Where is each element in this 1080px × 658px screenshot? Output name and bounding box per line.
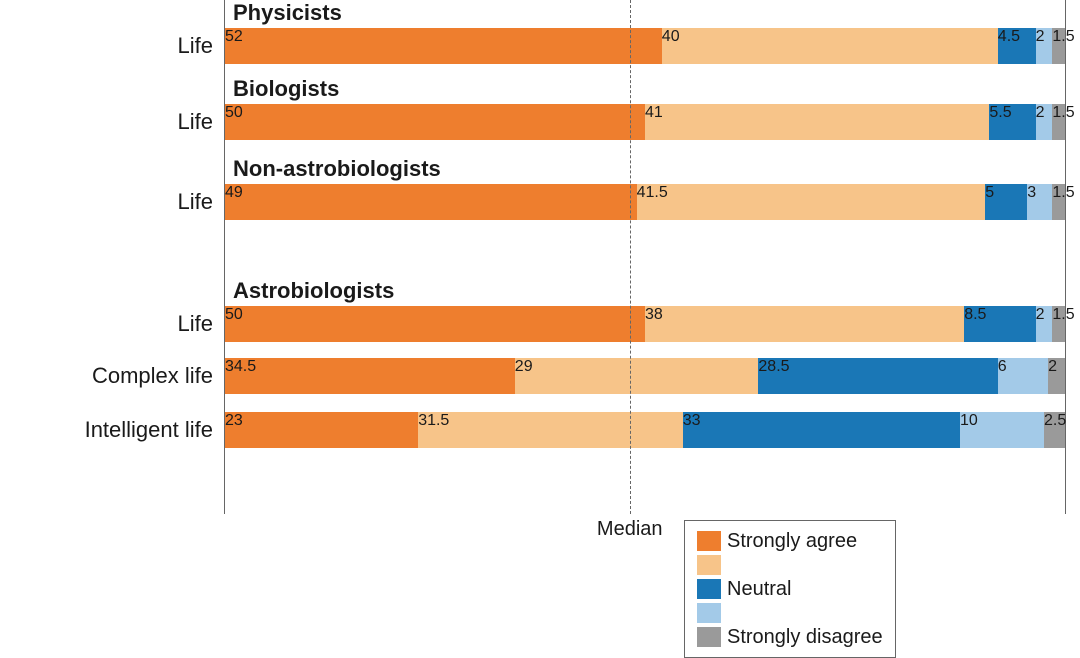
legend-swatch xyxy=(697,603,721,623)
bar-segment-strongly_agree: 52 xyxy=(225,28,662,64)
bar-segment-disagree: 2 xyxy=(1036,28,1053,64)
bar-row: Life50388.521.5 xyxy=(225,306,1065,342)
bar-segment-neutral: 5 xyxy=(985,184,1027,220)
legend-swatch xyxy=(697,579,721,599)
bar-row: Life50415.521.5 xyxy=(225,104,1065,140)
legend-item xyxy=(697,601,883,625)
bar-segment-strongly_disagree: 1.5 xyxy=(1052,306,1065,342)
bar-segment-disagree: 3 xyxy=(1027,184,1052,220)
bar-segment-strongly_disagree: 2.5 xyxy=(1044,412,1065,448)
legend: Strongly agree Neutral Strongly disagree xyxy=(684,520,896,658)
plot-area: PhysicistsLife52404.521.5BiologistsLife5… xyxy=(224,0,1066,514)
bar-segment-neutral: 33 xyxy=(683,412,960,448)
bar-segment-neutral: 4.5 xyxy=(998,28,1036,64)
bar-segment-neutral: 28.5 xyxy=(758,358,997,394)
bar-segment-agree: 31.5 xyxy=(418,412,683,448)
legend-item: Strongly agree xyxy=(697,529,883,553)
legend-label: Strongly disagree xyxy=(727,626,883,649)
bar-row-label: Life xyxy=(178,111,225,133)
bar-segment-disagree: 10 xyxy=(960,412,1044,448)
legend-swatch xyxy=(697,627,721,647)
legend-label: Neutral xyxy=(727,578,791,601)
legend-swatch xyxy=(697,555,721,575)
legend-swatch xyxy=(697,531,721,551)
median-label: Median xyxy=(590,518,670,541)
bar-segment-strongly_agree: 50 xyxy=(225,306,645,342)
median-line xyxy=(630,0,631,514)
bar-row: Complex life34.52928.562 xyxy=(225,358,1065,394)
bar-row-label: Complex life xyxy=(92,365,225,387)
bar-segment-agree: 29 xyxy=(515,358,759,394)
legend-label: Strongly agree xyxy=(727,530,857,553)
bar-segment-agree: 41.5 xyxy=(637,184,986,220)
group-header: Non-astrobiologists xyxy=(233,158,441,180)
bar-row: Life52404.521.5 xyxy=(225,28,1065,64)
bar-row-label: Life xyxy=(178,313,225,335)
bar-segment-strongly_disagree: 1.5 xyxy=(1052,28,1065,64)
legend-item: Strongly disagree xyxy=(697,625,883,649)
bar-segment-strongly_disagree: 1.5 xyxy=(1052,104,1065,140)
bar-segment-strongly_disagree: 2 xyxy=(1048,358,1065,394)
legend-item xyxy=(697,553,883,577)
group-header: Physicists xyxy=(233,2,342,24)
bar-row-label: Life xyxy=(178,35,225,57)
bar-segment-disagree: 2 xyxy=(1036,306,1053,342)
group-header: Biologists xyxy=(233,78,339,100)
legend-item: Neutral xyxy=(697,577,883,601)
survey-stacked-bar-chart: PhysicistsLife52404.521.5BiologistsLife5… xyxy=(0,0,1080,633)
bar-segment-strongly_agree: 34.5 xyxy=(225,358,515,394)
bar-segment-neutral: 8.5 xyxy=(964,306,1035,342)
bar-segment-strongly_disagree: 1.5 xyxy=(1052,184,1065,220)
bar-row-label: Intelligent life xyxy=(85,419,225,441)
bar-row-label: Life xyxy=(178,191,225,213)
bar-segment-strongly_agree: 23 xyxy=(225,412,418,448)
bar-segment-agree: 40 xyxy=(662,28,998,64)
bar-segment-strongly_agree: 49 xyxy=(225,184,637,220)
group-header: Astrobiologists xyxy=(233,280,394,302)
bar-row: Life4941.5531.5 xyxy=(225,184,1065,220)
bar-segment-neutral: 5.5 xyxy=(989,104,1035,140)
bar-segment-disagree: 6 xyxy=(998,358,1048,394)
bar-segment-disagree: 2 xyxy=(1036,104,1053,140)
bar-row: Intelligent life2331.533102.5 xyxy=(225,412,1065,448)
bar-segment-agree: 41 xyxy=(645,104,989,140)
bar-segment-strongly_agree: 50 xyxy=(225,104,645,140)
bar-segment-agree: 38 xyxy=(645,306,964,342)
